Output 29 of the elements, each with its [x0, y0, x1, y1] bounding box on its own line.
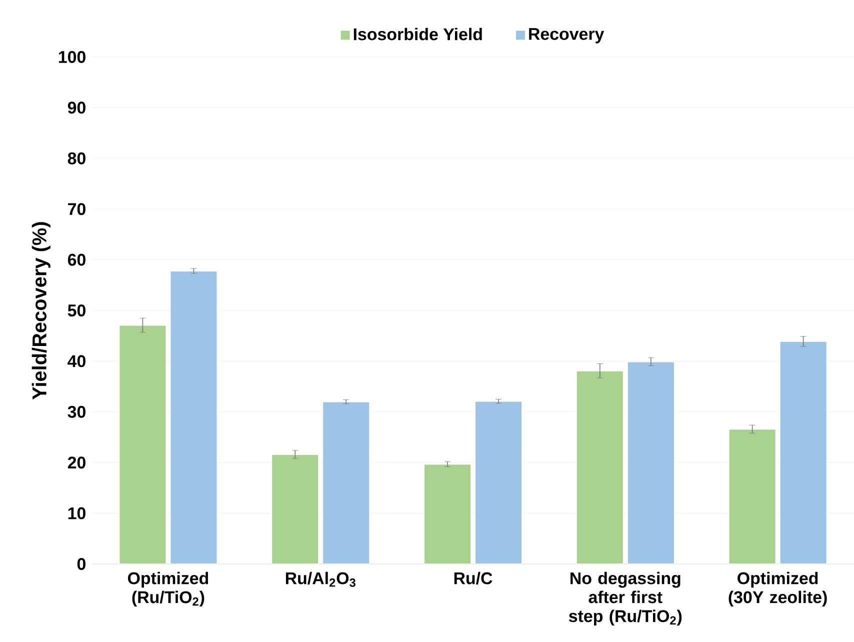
bar: [271, 454, 320, 564]
y-tick-label: 100: [58, 50, 86, 63]
y-tick-label: 20: [68, 456, 86, 469]
y-tick-label: 10: [68, 507, 86, 520]
bar: [779, 340, 828, 564]
y-tick-label: 50: [68, 304, 86, 316]
y-axis-title: Yield/Recovery (%): [32, 222, 50, 400]
bar: [170, 270, 218, 564]
bar: [474, 400, 523, 564]
y-tick-label: 70: [68, 203, 86, 216]
x-tick-label: Ru/Al$_{2}$O$_{3}$: [286, 572, 356, 587]
bar: [322, 401, 370, 564]
x-tick-label: Ru/C: [454, 572, 492, 584]
y-tick-label: 80: [68, 152, 86, 164]
x-tick-label: Optimized (Ru/TiO$_{2}$): [128, 572, 208, 607]
y-tick-label: 90: [68, 102, 86, 114]
y-tick-label: 0: [77, 558, 86, 570]
bar: [576, 370, 624, 564]
y-tick-label: 60: [68, 254, 86, 266]
bar: [118, 324, 167, 564]
legend-label: Isosorbide Yield: [354, 28, 482, 40]
x-tick-label: Optimized (30Y zeolite): [728, 572, 827, 607]
y-tick-label: 40: [68, 355, 86, 368]
legend-label: Recovery: [529, 28, 604, 44]
x-tick-label: No degassing after first step (Ru/TiO$_{2}$): [568, 572, 682, 626]
bar: [424, 464, 472, 564]
bar: [728, 428, 776, 564]
y-tick-label: 30: [68, 406, 86, 418]
bar: [626, 361, 675, 564]
